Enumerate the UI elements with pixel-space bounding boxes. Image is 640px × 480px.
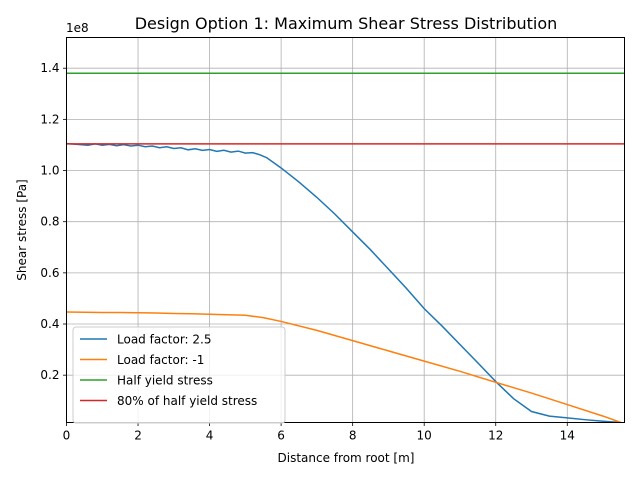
x-axis-label: Distance from root [m]	[278, 451, 415, 465]
x-axis-ticks: 0 2 4 6 8 10 12 14	[63, 422, 575, 443]
y-tick-label: 0.2	[40, 368, 59, 382]
plot-lines	[66, 72, 625, 423]
x-tick-label: 2	[134, 429, 142, 443]
legend-label: Half yield stress	[117, 374, 213, 388]
legend-label: Load factor: -1	[117, 353, 204, 367]
y-tick-label: 1.0	[40, 164, 59, 178]
y-tick-label: 0.8	[40, 215, 59, 229]
x-tick-label: 4	[206, 429, 214, 443]
y-offset-label: 1e8	[66, 21, 89, 35]
grid	[66, 37, 625, 423]
series-line-2	[66, 311, 622, 423]
x-tick-label: 12	[488, 429, 503, 443]
legend-label: Load factor: 2.5	[117, 333, 212, 347]
chart-title: Design Option 1: Maximum Shear Stress Di…	[135, 14, 558, 33]
series-line-1	[66, 142, 621, 423]
x-tick-label: 14	[560, 429, 575, 443]
x-tick-label: 8	[349, 429, 357, 443]
plot-frame	[66, 37, 625, 423]
x-tick-label: 0	[63, 429, 71, 443]
y-tick-label: 0.6	[40, 266, 59, 280]
x-tick-label: 6	[277, 429, 285, 443]
y-axis-ticks: 0.2 0.4 0.6 0.8 1.0 1.2 1.4	[40, 61, 67, 382]
legend-label: 80% of half yield stress	[117, 394, 257, 408]
y-tick-label: 0.4	[40, 317, 59, 331]
legend: Load factor: 2.5 Load factor: -1 Half yiel…	[72, 326, 286, 424]
y-axis-label: Shear stress [Pa]	[15, 179, 29, 280]
y-tick-label: 1.2	[40, 112, 59, 126]
y-tick-label: 1.4	[40, 61, 59, 75]
legend-box	[72, 326, 286, 424]
x-tick-label: 10	[417, 429, 432, 443]
